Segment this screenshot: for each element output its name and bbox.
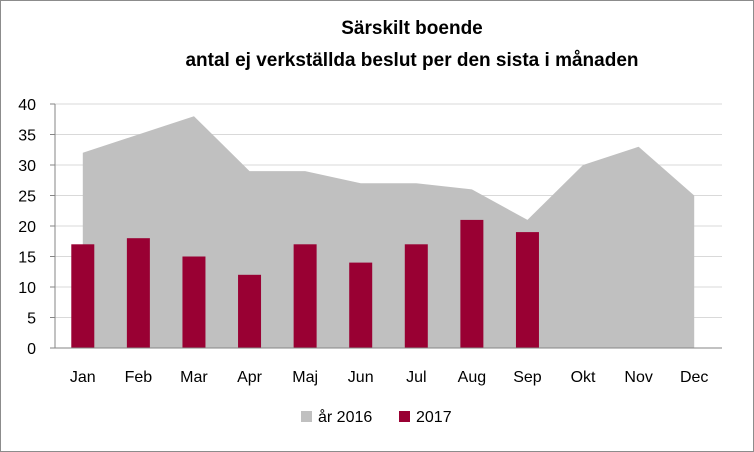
legend-swatch-2017 bbox=[399, 411, 410, 422]
bar-2017-maj bbox=[293, 244, 317, 348]
bar-2017-apr bbox=[238, 274, 262, 348]
y-tick-label: 35 bbox=[18, 128, 36, 145]
bar-2017-sep bbox=[515, 232, 539, 348]
y-tick-label: 10 bbox=[18, 280, 36, 297]
x-tick-label: Sep bbox=[513, 369, 542, 386]
x-tick-label: Aug bbox=[458, 369, 486, 386]
bar-2017-feb bbox=[126, 238, 150, 348]
chart-title-line-1: Särskilt boende bbox=[341, 18, 483, 39]
y-tick-label: 40 bbox=[18, 97, 36, 114]
x-tick-label: Dec bbox=[680, 369, 708, 386]
x-tick-label: Jun bbox=[348, 369, 374, 386]
x-tick-label: Okt bbox=[571, 369, 596, 386]
y-tick-label: 30 bbox=[18, 158, 36, 175]
x-tick-label: Apr bbox=[237, 369, 263, 386]
x-tick-label: Nov bbox=[624, 369, 652, 386]
bar-2017-jun bbox=[349, 262, 373, 348]
x-tick-label: Jan bbox=[70, 369, 96, 386]
y-tick-label: 20 bbox=[18, 219, 36, 236]
legend-label-2017: 2017 bbox=[416, 409, 452, 426]
bar-2017-jul bbox=[404, 244, 428, 348]
bar-2017-jan bbox=[71, 244, 95, 348]
y-tick-label: 15 bbox=[18, 250, 36, 267]
legend-swatch-2016 bbox=[301, 411, 312, 422]
y-tick-label: 25 bbox=[18, 189, 36, 206]
y-tick-label: 5 bbox=[27, 311, 36, 328]
y-tick-label: 0 bbox=[27, 341, 36, 358]
bar-2017-mar bbox=[182, 256, 206, 348]
bar-2017-aug bbox=[460, 219, 484, 348]
area-series-2016 bbox=[82, 116, 695, 348]
x-tick-label: Mar bbox=[180, 369, 208, 386]
legend-label-2016: år 2016 bbox=[318, 408, 372, 426]
x-tick-label: Feb bbox=[125, 369, 153, 386]
chart-title-line-2: antal ej verkställda beslut per den sist… bbox=[185, 50, 639, 71]
x-tick-label: Jul bbox=[406, 369, 426, 386]
x-tick-label: Maj bbox=[292, 369, 318, 386]
